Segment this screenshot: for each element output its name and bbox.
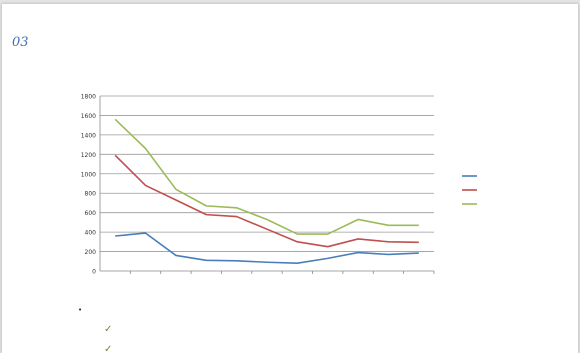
chart-series (114, 118, 419, 265)
slide: 03 0 200 400 600 800 1000 1200 1400 1600 1800 • ✓… (2, 4, 578, 353)
sub-item: ✓ (78, 340, 122, 353)
chart-grid (100, 95, 434, 252)
y-tick-label: 800 (85, 191, 97, 198)
check-icon: ✓ (104, 344, 113, 353)
series-line (115, 232, 419, 265)
y-tick-label: 0 (92, 269, 96, 276)
bullet-item: • (78, 300, 122, 320)
series-line (114, 154, 419, 248)
sub-item: ✓ (78, 320, 122, 340)
y-tick-label: 1600 (81, 113, 96, 120)
y-tick-label: 600 (85, 210, 97, 217)
y-tick-label: 1400 (81, 132, 96, 139)
y-tick-label: 1000 (81, 171, 96, 178)
line-chart: 0 200 400 600 800 1000 1200 1400 1600 1800 (81, 94, 477, 276)
bullet-dot-icon: • (78, 306, 83, 314)
slide-number: 03 (12, 35, 29, 50)
chart-axes (99, 96, 434, 272)
y-tick-labels: 0 200 400 600 800 1000 1200 1400 1600 1800 (81, 94, 96, 276)
check-icon: ✓ (104, 324, 113, 335)
chart-legend (462, 175, 477, 205)
y-tick-label: 1800 (81, 94, 96, 101)
series-line (114, 118, 419, 235)
x-tick-labels (129, 271, 435, 274)
y-tick-label: 400 (85, 230, 97, 237)
notes: • ✓ ✓ (78, 300, 122, 353)
y-tick-label: 200 (85, 249, 97, 256)
y-tick-label: 1200 (81, 152, 96, 159)
